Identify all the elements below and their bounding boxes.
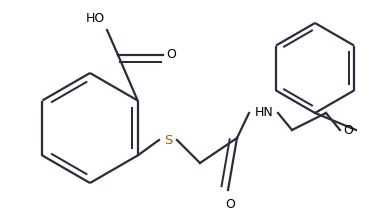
Text: HO: HO xyxy=(86,12,105,25)
Text: S: S xyxy=(164,134,172,147)
Text: HN: HN xyxy=(255,106,273,120)
Text: O: O xyxy=(166,48,176,62)
Text: O: O xyxy=(343,124,353,136)
Text: O: O xyxy=(225,198,235,211)
